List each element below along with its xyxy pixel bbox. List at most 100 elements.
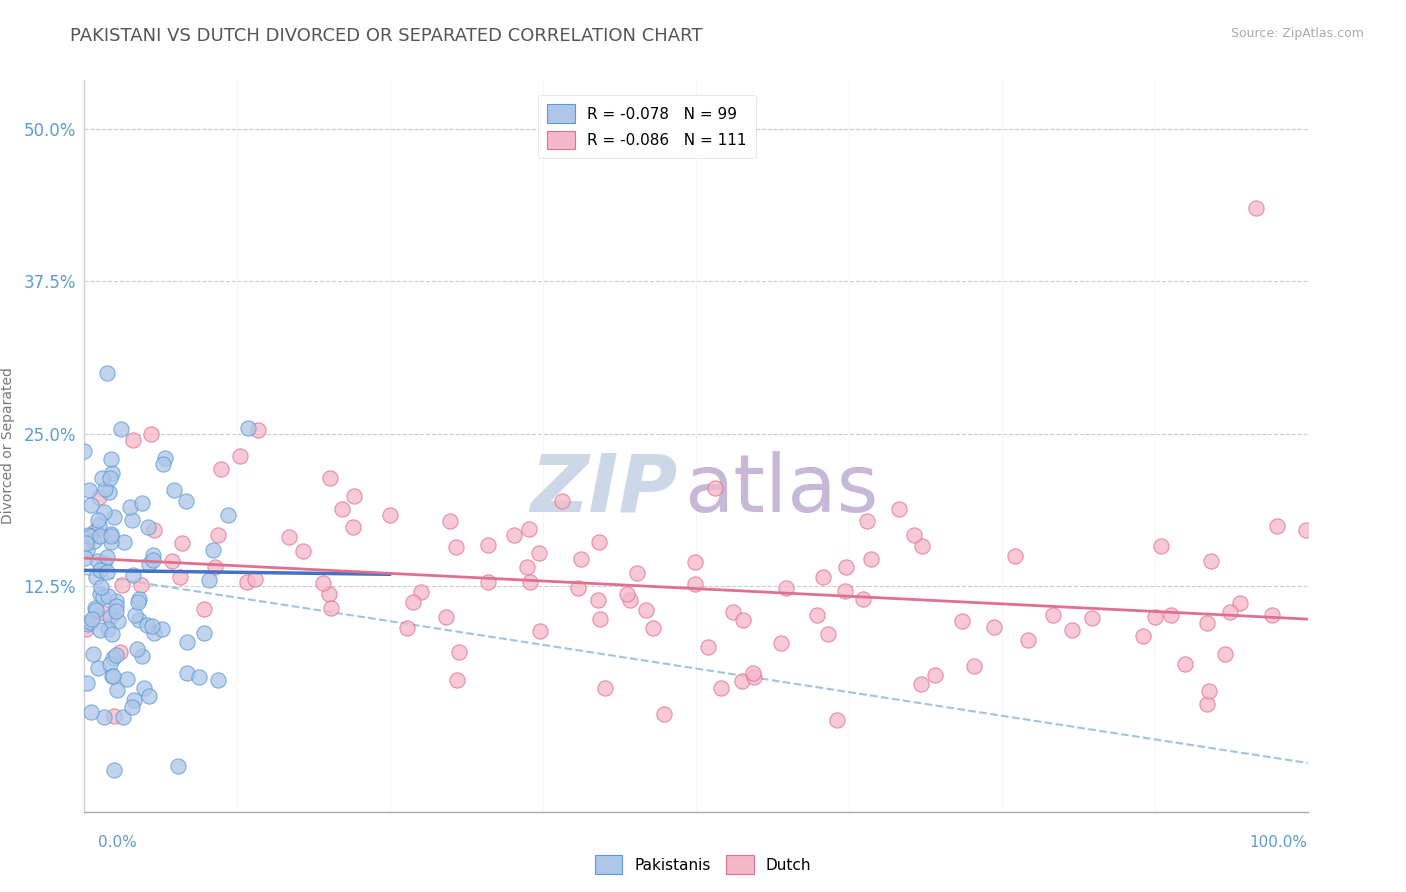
Point bbox=[76, 543, 98, 558]
Point bbox=[742, 670, 765, 684]
Point bbox=[105, 594, 128, 608]
Point bbox=[107, 614, 129, 628]
Point bbox=[741, 665, 763, 680]
Point bbox=[983, 620, 1005, 634]
Point bbox=[721, 606, 744, 620]
Point bbox=[139, 427, 162, 442]
Point bbox=[887, 501, 910, 516]
Point bbox=[243, 572, 266, 586]
Point bbox=[87, 554, 110, 568]
Point bbox=[643, 621, 665, 635]
Point bbox=[246, 423, 269, 437]
Point bbox=[834, 583, 856, 598]
Point bbox=[100, 527, 122, 541]
Point bbox=[319, 601, 342, 615]
Text: PAKISTANI VS DUTCH DIVORCED OR SEPARATED CORRELATION CHART: PAKISTANI VS DUTCH DIVORCED OR SEPARATED… bbox=[70, 27, 703, 45]
Point bbox=[477, 575, 499, 590]
Point bbox=[1195, 615, 1218, 630]
Point bbox=[84, 524, 107, 538]
Point bbox=[111, 710, 134, 724]
Point bbox=[312, 576, 335, 591]
Point bbox=[105, 605, 128, 619]
Point bbox=[153, 450, 176, 465]
Point bbox=[731, 613, 754, 627]
Point bbox=[1198, 684, 1220, 698]
Point bbox=[586, 593, 609, 607]
Point bbox=[446, 673, 468, 687]
Point bbox=[685, 577, 707, 591]
Point bbox=[1213, 647, 1236, 661]
Point bbox=[593, 681, 616, 696]
Point bbox=[121, 700, 143, 714]
Point bbox=[131, 649, 153, 664]
Point bbox=[87, 513, 110, 527]
Point bbox=[138, 689, 160, 703]
Point bbox=[204, 559, 226, 574]
Point bbox=[96, 549, 118, 564]
Point bbox=[963, 659, 986, 673]
Text: atlas: atlas bbox=[683, 450, 879, 529]
Point bbox=[1174, 657, 1197, 671]
Point bbox=[105, 599, 128, 613]
Point bbox=[82, 612, 104, 626]
Point bbox=[93, 556, 115, 570]
Point bbox=[75, 536, 97, 550]
Point bbox=[683, 555, 706, 569]
Point bbox=[101, 466, 124, 480]
Point bbox=[439, 514, 461, 528]
Point bbox=[852, 591, 875, 606]
Point bbox=[160, 554, 183, 568]
Point bbox=[1132, 629, 1154, 643]
Point bbox=[89, 562, 111, 576]
Point bbox=[911, 539, 934, 553]
Point bbox=[588, 612, 610, 626]
Text: Source: ZipAtlas.com: Source: ZipAtlas.com bbox=[1230, 27, 1364, 40]
Point bbox=[112, 535, 135, 549]
Point bbox=[142, 523, 165, 537]
Point bbox=[124, 607, 146, 622]
Point bbox=[517, 522, 540, 536]
Point bbox=[79, 615, 101, 629]
Point bbox=[1004, 549, 1026, 563]
Point bbox=[98, 471, 121, 485]
Point bbox=[100, 529, 122, 543]
Point bbox=[197, 573, 219, 587]
Point bbox=[122, 693, 145, 707]
Point bbox=[434, 609, 457, 624]
Point bbox=[209, 462, 232, 476]
Point bbox=[84, 603, 107, 617]
Point bbox=[136, 519, 159, 533]
Point bbox=[396, 621, 419, 635]
Point bbox=[100, 535, 122, 549]
Point bbox=[444, 540, 467, 554]
Point bbox=[93, 710, 115, 724]
Point bbox=[111, 578, 134, 592]
Point bbox=[79, 498, 101, 512]
Point bbox=[110, 422, 132, 436]
Point bbox=[235, 575, 257, 590]
Point bbox=[94, 482, 117, 496]
Y-axis label: Divorced or Separated: Divorced or Separated bbox=[1, 368, 15, 524]
Point bbox=[117, 673, 139, 687]
Point bbox=[79, 529, 101, 543]
Point bbox=[93, 505, 115, 519]
Point bbox=[82, 647, 104, 661]
Point bbox=[1042, 607, 1064, 622]
Point bbox=[567, 582, 589, 596]
Point bbox=[90, 581, 112, 595]
Point bbox=[1150, 539, 1173, 553]
Point bbox=[193, 602, 215, 616]
Point bbox=[97, 589, 120, 603]
Point bbox=[150, 622, 173, 636]
Point bbox=[176, 634, 198, 648]
Point bbox=[121, 513, 143, 527]
Point bbox=[1144, 610, 1167, 624]
Point bbox=[529, 624, 551, 638]
Point bbox=[477, 538, 499, 552]
Point bbox=[343, 489, 366, 503]
Point bbox=[551, 494, 574, 508]
Point bbox=[107, 683, 129, 698]
Point bbox=[101, 668, 124, 682]
Point bbox=[87, 518, 110, 533]
Point bbox=[100, 669, 122, 683]
